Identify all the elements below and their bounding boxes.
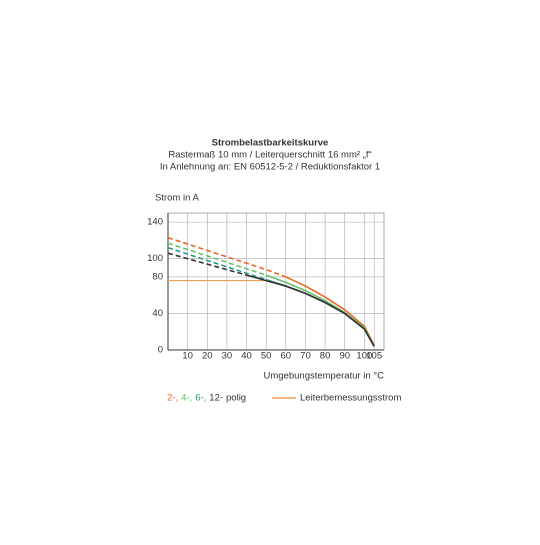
x-tick-label: 80 bbox=[320, 351, 331, 362]
y-axis-label: Strom in A bbox=[155, 193, 199, 204]
y-tick-label: 80 bbox=[152, 271, 163, 282]
x-tick-label: 10 bbox=[182, 351, 193, 362]
legend-entry: 4-, bbox=[181, 393, 192, 404]
legend-entry: 12- bbox=[209, 393, 223, 404]
x-tick-label: 100 bbox=[356, 351, 372, 362]
x-tick-label: 40 bbox=[241, 351, 252, 362]
legend-entry: 6-, bbox=[195, 393, 206, 404]
series-line bbox=[167, 252, 247, 276]
x-tick-label: 20 bbox=[202, 351, 213, 362]
x-tick-label: 60 bbox=[281, 351, 292, 362]
legend-entry: Leiterbemessungsstrom bbox=[300, 393, 401, 404]
series-line bbox=[167, 242, 267, 276]
series-line bbox=[167, 236, 287, 278]
series-line bbox=[265, 278, 375, 347]
y-tick-label: 100 bbox=[147, 253, 163, 264]
legend-entry: polig bbox=[226, 393, 246, 404]
x-tick-label: 90 bbox=[339, 351, 350, 362]
subtitle: Rastermaß 10 mm / Leiterquerschnitt 16 m… bbox=[168, 150, 371, 161]
y-tick-label: 40 bbox=[152, 308, 163, 319]
x-tick-label: 105 bbox=[366, 351, 382, 362]
y-tick-label: 0 bbox=[158, 345, 163, 356]
chart-title: Strombelastbarkeitskurve bbox=[212, 138, 329, 149]
x-tick-label: 70 bbox=[300, 351, 311, 362]
plot-frame bbox=[167, 212, 385, 351]
subtitle: In Anlehnung an: EN 60512-5-2 / Reduktio… bbox=[160, 162, 380, 173]
x-tick-label: 50 bbox=[261, 351, 272, 362]
x-axis-label: Umgebungstemperatur in °C bbox=[264, 371, 385, 382]
y-tick-label: 140 bbox=[147, 217, 163, 228]
legend-entry: 2-, bbox=[167, 393, 178, 404]
series-line bbox=[167, 246, 267, 281]
series-line bbox=[246, 274, 375, 347]
x-tick-label: 30 bbox=[222, 351, 233, 362]
